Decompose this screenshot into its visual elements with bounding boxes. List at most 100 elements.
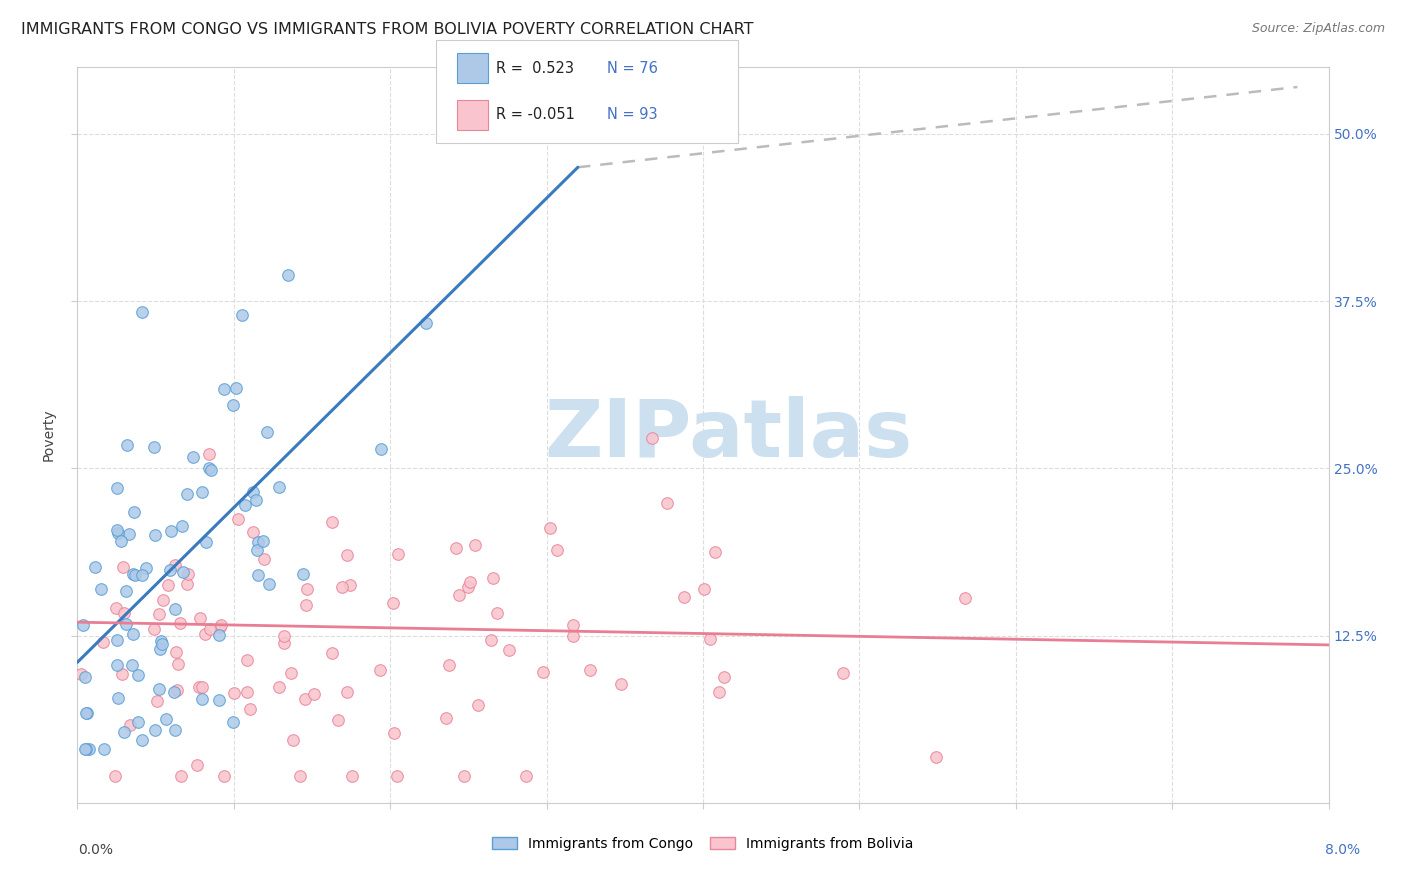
Point (273, 629, 295, 643)
Point (170, 769, 193, 783)
Point (110, 534, 132, 549)
Point (200, 463, 222, 477)
Point (75, 670, 97, 684)
Point (148, 607, 170, 621)
Point (143, 723, 166, 737)
Point (143, 440, 166, 454)
Point (641, 431, 664, 445)
Point (321, 515, 343, 529)
Point (212, 382, 235, 396)
Text: Source: ZipAtlas.com: Source: ZipAtlas.com (1251, 22, 1385, 36)
Point (713, 670, 735, 684)
Point (112, 606, 135, 620)
Point (190, 485, 212, 500)
Point (321, 646, 343, 660)
Point (246, 568, 269, 582)
Point (166, 682, 188, 697)
Point (104, 769, 127, 783)
Point (150, 633, 173, 648)
Point (131, 304, 153, 318)
Point (187, 680, 209, 694)
Point (222, 714, 245, 729)
Point (247, 535, 270, 549)
Point (446, 541, 468, 555)
Point (118, 527, 141, 541)
Point (222, 686, 245, 700)
Point (135, 561, 157, 575)
Point (165, 645, 187, 659)
Point (832, 665, 855, 680)
Point (107, 691, 129, 706)
Text: R =  0.523: R = 0.523 (496, 61, 574, 76)
Point (155, 712, 177, 726)
Point (172, 519, 194, 533)
Point (546, 543, 568, 558)
Point (181, 450, 204, 465)
Point (212, 769, 235, 783)
Point (163, 685, 186, 699)
Point (149, 642, 172, 657)
Point (269, 480, 291, 494)
Point (143, 623, 166, 637)
Point (415, 316, 437, 330)
Point (562, 629, 585, 643)
Point (191, 680, 214, 694)
Point (239, 701, 262, 715)
Point (370, 663, 392, 677)
Point (336, 684, 359, 698)
Point (339, 578, 361, 592)
Point (121, 657, 143, 672)
Point (115, 617, 138, 632)
Point (70, 667, 93, 681)
Text: N = 76: N = 76 (607, 61, 658, 76)
Point (72, 618, 94, 632)
Point (209, 620, 232, 634)
Point (242, 484, 264, 499)
Point (246, 543, 269, 558)
Point (486, 606, 509, 620)
Point (434, 711, 457, 725)
Point (231, 308, 253, 322)
Point (387, 547, 409, 561)
Point (498, 642, 520, 657)
Point (292, 567, 315, 582)
Point (131, 568, 153, 582)
Point (225, 381, 247, 395)
Point (294, 692, 316, 706)
Point (236, 653, 259, 667)
Point (121, 626, 143, 640)
Point (75, 742, 97, 756)
Point (121, 567, 143, 582)
Point (208, 628, 231, 642)
Point (152, 592, 174, 607)
Point (91, 634, 114, 648)
Point (115, 584, 138, 599)
Point (198, 460, 221, 475)
Point (579, 663, 602, 677)
Text: 8.0%: 8.0% (1326, 843, 1360, 857)
Point (515, 769, 537, 783)
Point (463, 538, 485, 552)
Point (482, 570, 505, 584)
Point (457, 580, 479, 594)
Point (148, 681, 170, 696)
Point (198, 622, 221, 636)
Point (277, 268, 299, 282)
Point (273, 636, 295, 650)
Point (131, 733, 153, 747)
Point (699, 632, 721, 646)
Point (253, 551, 276, 566)
Point (190, 691, 212, 706)
Point (453, 769, 475, 783)
Point (256, 425, 278, 439)
Point (107, 525, 129, 540)
Point (326, 713, 349, 727)
Point (76, 706, 98, 720)
Point (235, 498, 257, 512)
Point (252, 533, 274, 548)
Point (703, 545, 725, 559)
Point (194, 627, 217, 641)
Point (124, 568, 146, 582)
Point (449, 588, 471, 602)
Point (143, 528, 166, 542)
